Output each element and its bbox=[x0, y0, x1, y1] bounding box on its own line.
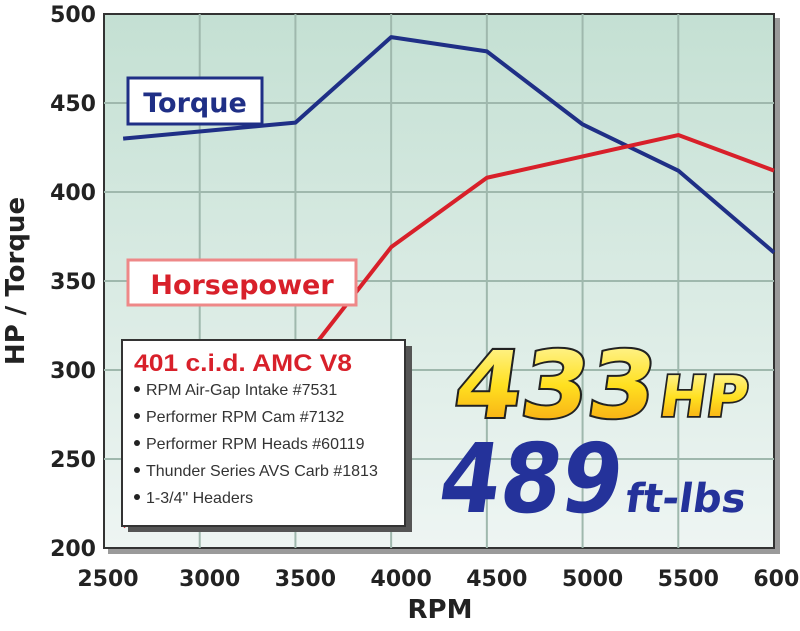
spec-item: Thunder Series AVS Carb #1813 bbox=[146, 463, 378, 480]
spec-item: RPM Air-Gap Intake #7531 bbox=[146, 382, 337, 399]
spec-item: Performer RPM Heads #60119 bbox=[146, 436, 365, 453]
y-tick-label: 350 bbox=[50, 270, 96, 295]
bullet-icon bbox=[134, 467, 140, 473]
x-tick-label: 3000 bbox=[179, 567, 240, 592]
spec-item: Performer RPM Cam #7132 bbox=[146, 409, 344, 426]
engine-title: 401 c.i.d. AMC V8 bbox=[134, 350, 352, 377]
legend-torque: Torque bbox=[128, 78, 262, 124]
x-tick-label: 2500 bbox=[77, 567, 138, 592]
y-axis-label: HP / Torque bbox=[1, 197, 31, 365]
legend-torque-label: Torque bbox=[143, 88, 247, 119]
x-tick-label: 4500 bbox=[466, 567, 527, 592]
x-tick-label: 5500 bbox=[658, 567, 719, 592]
x-tick-label: 4000 bbox=[371, 567, 432, 592]
engine-spec-box: 401 c.i.d. AMC V8 RPM Air-Gap Intake #75… bbox=[122, 340, 412, 532]
y-tick-label: 200 bbox=[50, 537, 96, 562]
bullet-icon bbox=[134, 386, 140, 392]
y-tick-label: 300 bbox=[50, 359, 96, 384]
x-axis-ticks: 2500 3000 3500 4000 4500 5000 5500 6000 bbox=[77, 567, 800, 592]
peak-hp-unit: HP bbox=[656, 365, 753, 430]
y-tick-label: 250 bbox=[50, 448, 96, 473]
y-tick-label: 450 bbox=[50, 92, 96, 117]
x-tick-label: 5000 bbox=[562, 567, 623, 592]
bullet-icon bbox=[134, 413, 140, 419]
peak-torque-unit: ft-lbs bbox=[623, 476, 749, 522]
legend-horsepower: Horsepower bbox=[128, 260, 356, 305]
bullet-icon bbox=[134, 494, 140, 500]
x-tick-label: 3500 bbox=[275, 567, 336, 592]
y-tick-label: 400 bbox=[50, 181, 96, 206]
x-tick-label: 6000 bbox=[753, 567, 800, 592]
spec-item: 1-3/4" Headers bbox=[146, 490, 253, 507]
y-tick-label: 500 bbox=[50, 3, 96, 28]
y-axis-ticks: 500 450 400 350 300 250 200 bbox=[50, 3, 96, 562]
peak-torque-value: 489 bbox=[433, 422, 631, 534]
bullet-icon bbox=[134, 440, 140, 446]
x-axis-label: RPM bbox=[408, 595, 473, 625]
legend-horsepower-label: Horsepower bbox=[150, 270, 334, 301]
